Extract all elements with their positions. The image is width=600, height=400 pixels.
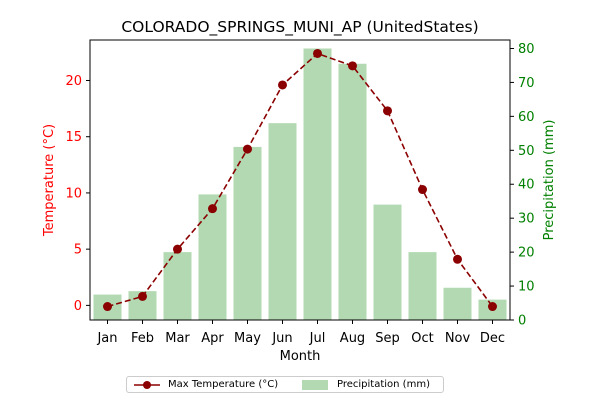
precip-bar-jul xyxy=(303,48,332,320)
legend-line-marker-icon xyxy=(134,381,160,389)
x-tick-label: Jan xyxy=(96,331,117,346)
temp-point-jan xyxy=(103,302,112,312)
precip-bar-apr xyxy=(198,194,227,320)
precip-bar-nov xyxy=(443,287,472,320)
legend-bar-swatch-icon xyxy=(302,380,328,390)
temperature-line xyxy=(103,48,497,312)
x-tick-label: Jun xyxy=(271,331,292,346)
legend-label-temperature: Max Temperature (°C) xyxy=(168,379,279,390)
x-tick-label: Dec xyxy=(480,331,505,346)
precip-bar-may xyxy=(233,146,262,320)
x-tick-label: Apr xyxy=(201,331,224,346)
temp-point-sep xyxy=(383,106,392,116)
x-tick-label: Mar xyxy=(165,331,190,346)
temp-point-may xyxy=(243,144,252,154)
x-tick-label: Jul xyxy=(309,331,326,346)
precip-bar-mar xyxy=(163,252,192,320)
temp-point-nov xyxy=(453,254,462,264)
precipitation-bars xyxy=(93,48,507,321)
x-axis-label: Month xyxy=(280,349,321,364)
temperature-line-path xyxy=(107,52,494,308)
precip-bar-jun xyxy=(268,123,297,320)
x-tick-label: Sep xyxy=(375,331,400,346)
y-right-tick-label: 60 xyxy=(518,110,535,125)
legend: Max Temperature (°C) Precipitation (mm) xyxy=(126,376,444,393)
temp-point-dec xyxy=(488,302,497,312)
temp-point-oct xyxy=(418,185,427,195)
temp-point-mar xyxy=(173,244,182,254)
temp-point-feb xyxy=(138,291,147,301)
precip-bar-aug xyxy=(338,63,367,321)
y-right-tick-label: 30 xyxy=(518,212,535,227)
y-right-tick-label: 20 xyxy=(518,246,535,261)
precip-bar-sep xyxy=(373,204,402,320)
y-right-tick-label: 10 xyxy=(518,280,535,295)
y-axis-left-label: Temperature (°C) xyxy=(42,124,57,237)
x-tick-label: Aug xyxy=(340,331,365,346)
y-left-tick-label: 0 xyxy=(74,299,82,314)
temp-point-aug xyxy=(348,61,357,71)
x-axis: Jan Feb Mar Apr May Jun Jul Aug Sep Oct Nov Dec xyxy=(96,320,505,346)
chart-title: COLORADO_SPRINGS_MUNI_AP (UnitedStates) xyxy=(121,18,478,37)
y-axis-left: 0 5 10 15 20 xyxy=(65,74,90,314)
y-right-tick-label: 40 xyxy=(518,178,535,193)
y-right-tick-label: 0 xyxy=(518,314,526,329)
x-tick-label: Nov xyxy=(445,331,471,346)
y-left-tick-label: 20 xyxy=(65,74,82,89)
x-tick-label: Oct xyxy=(411,331,433,346)
y-left-tick-label: 5 xyxy=(74,243,82,258)
x-tick-label: Feb xyxy=(131,331,154,346)
y-axis-right: 0 10 20 30 40 50 60 70 80 xyxy=(510,42,535,329)
temp-point-apr xyxy=(208,204,217,214)
y-right-tick-label: 50 xyxy=(518,144,535,159)
y-right-tick-label: 80 xyxy=(518,42,535,57)
y-right-tick-label: 70 xyxy=(518,76,535,91)
y-axis-right-label: Precipitation (mm) xyxy=(542,120,557,241)
temp-point-jun xyxy=(278,80,287,90)
y-left-tick-label: 15 xyxy=(65,130,82,145)
precip-bar-oct xyxy=(408,252,437,320)
y-left-tick-label: 10 xyxy=(65,186,82,201)
temp-point-jul xyxy=(313,48,322,58)
x-tick-label: May xyxy=(234,331,261,346)
legend-label-precipitation: Precipitation (mm) xyxy=(337,379,430,390)
plot-frame xyxy=(89,39,511,321)
